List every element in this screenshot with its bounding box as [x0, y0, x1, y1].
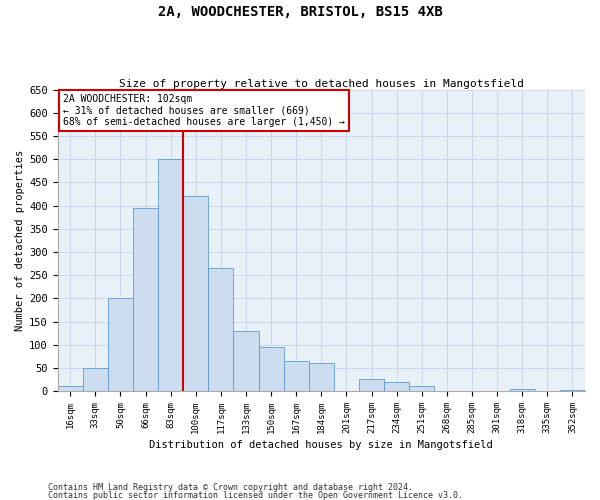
Bar	[409, 386, 434, 391]
Text: 2A WOODCHESTER: 102sqm
← 31% of detached houses are smaller (669)
68% of semi-de: 2A WOODCHESTER: 102sqm ← 31% of detached…	[63, 94, 345, 128]
Title: Size of property relative to detached houses in Mangotsfield: Size of property relative to detached ho…	[119, 79, 524, 89]
Bar	[183, 196, 208, 391]
Text: Contains public sector information licensed under the Open Government Licence v3: Contains public sector information licen…	[48, 490, 463, 500]
Bar	[384, 382, 409, 391]
X-axis label: Distribution of detached houses by size in Mangotsfield: Distribution of detached houses by size …	[149, 440, 493, 450]
Bar	[284, 361, 309, 391]
Text: Contains HM Land Registry data © Crown copyright and database right 2024.: Contains HM Land Registry data © Crown c…	[48, 484, 413, 492]
Bar	[309, 364, 334, 391]
Text: 2A, WOODCHESTER, BRISTOL, BS15 4XB: 2A, WOODCHESTER, BRISTOL, BS15 4XB	[158, 5, 442, 19]
Bar	[560, 390, 585, 391]
Bar	[359, 380, 384, 391]
Y-axis label: Number of detached properties: Number of detached properties	[15, 150, 25, 331]
Bar	[133, 208, 158, 391]
Bar	[208, 268, 233, 391]
Bar	[259, 347, 284, 391]
Bar	[58, 386, 83, 391]
Bar	[108, 298, 133, 391]
Bar	[83, 368, 108, 391]
Bar	[509, 389, 535, 391]
Bar	[233, 331, 259, 391]
Bar	[158, 160, 183, 391]
